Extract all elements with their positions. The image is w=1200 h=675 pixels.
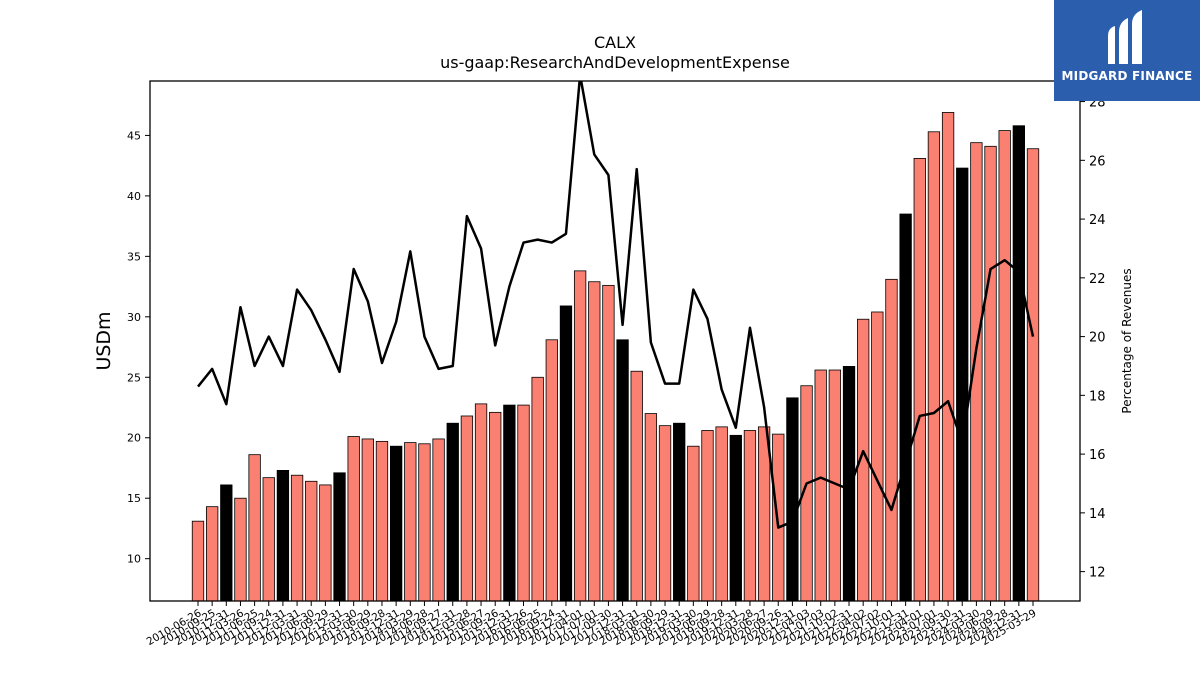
bar-2010-09-25 [205, 506, 219, 602]
bar-2020-06-27 [757, 426, 771, 602]
y-axis-label: USDm [93, 311, 115, 370]
brand-logo: MIDGARD FINANCE [1054, 0, 1200, 101]
y-tick-label: 10 [127, 553, 141, 566]
bar-2013-03-30 [347, 436, 360, 602]
y2-tick-label: 20 [1089, 331, 1106, 346]
bar-2017-04-01 [573, 270, 587, 602]
y2-tick-label: 26 [1089, 154, 1106, 169]
bar-2012-06-30 [305, 480, 318, 602]
bar-2018-03-31 [630, 370, 643, 602]
y-tick-label: 20 [127, 432, 141, 445]
y2-tick-label: 18 [1089, 389, 1106, 404]
bar-2011-12-31 [276, 469, 290, 602]
bar-2016-06-25 [531, 376, 544, 602]
bar-2017-07-01 [588, 281, 601, 602]
y-axis-left: 10 15 20 25 30 35 40 45 [127, 129, 150, 566]
y2-axis-label: Percentage of Revenues [1120, 268, 1134, 413]
bar-2022-07-02 [871, 311, 884, 602]
bar-2014-12-31 [446, 422, 459, 602]
bar-2024-06-29 [984, 145, 997, 602]
bar-2012-09-29 [319, 484, 332, 602]
y-tick-label: 30 [127, 311, 141, 324]
y2-tick-label: 24 [1089, 213, 1106, 228]
bar-2019-09-28 [715, 426, 728, 602]
bar-2010-12-31 [220, 484, 233, 602]
bar-2017-09-30 [602, 284, 615, 602]
y-tick-label: 40 [127, 190, 141, 203]
bar-2015-03-28 [460, 415, 474, 602]
bar-2021-12-31 [842, 365, 856, 602]
bar-2023-12-31 [956, 167, 969, 602]
bar-2023-04-01 [913, 157, 926, 602]
percent-of-revenues-line [197, 81, 1035, 529]
bar-2015-09-26 [489, 411, 502, 602]
chart-subtitle: us-gaap:ResearchAndDevelopmentExpense [440, 53, 790, 72]
y2-tick-label: 16 [1089, 448, 1106, 463]
bar-2019-06-29 [701, 430, 714, 602]
bar-2013-12-31 [389, 445, 403, 602]
brand-name: MIDGARD FINANCE [1061, 69, 1193, 83]
bar-2016-03-26 [517, 404, 530, 602]
bar-2018-12-31 [673, 422, 686, 602]
bar-2023-09-30 [941, 112, 955, 602]
bar-2024-09-28 [998, 130, 1011, 602]
bar-2014-06-28 [418, 443, 431, 602]
bar-2014-03-29 [404, 442, 417, 602]
bar-2019-12-31 [729, 434, 742, 602]
bar-2011-09-24 [262, 477, 275, 602]
bar-2018-09-29 [658, 425, 672, 602]
bar-2011-06-25 [248, 454, 261, 602]
bar-2017-12-31 [616, 339, 629, 602]
bar-2023-07-01 [927, 131, 941, 602]
midgard-logo-icon [1108, 10, 1142, 64]
bar-series [191, 112, 1040, 602]
bar-2020-03-28 [743, 430, 757, 602]
y2-tick-label: 14 [1089, 507, 1106, 522]
y-tick-label: 15 [127, 492, 141, 505]
y2-tick-label: 22 [1089, 272, 1106, 287]
bar-2016-09-24 [545, 339, 558, 602]
bar-2012-03-31 [290, 474, 304, 602]
chart-title: CALX [594, 33, 636, 52]
bar-2011-03-26 [234, 497, 247, 602]
bar-2012-12-31 [333, 472, 346, 602]
bar-2019-03-30 [687, 445, 700, 602]
bar-2016-12-31 [559, 305, 573, 602]
bar-2018-06-30 [644, 413, 658, 602]
bar-2015-12-31 [503, 404, 516, 602]
bar-2010-06-26 [191, 520, 205, 602]
x-axis: 2010-06-262010-09-252010-12-312011-03-26… [145, 601, 1039, 648]
bar-2021-07-03 [814, 369, 827, 602]
bar-2014-09-27 [432, 438, 445, 602]
bar-2020-12-31 [786, 397, 799, 602]
bar-2013-06-29 [361, 438, 374, 602]
bar-2015-06-27 [474, 403, 488, 602]
y2-tick-label: 12 [1089, 566, 1106, 581]
bar-2024-12-31 [1012, 125, 1025, 602]
bar-2025-03-29 [1026, 148, 1040, 602]
bar-2022-10-01 [885, 278, 898, 602]
plot-frame [149, 80, 1081, 602]
y-tick-label: 45 [127, 129, 141, 142]
y-tick-label: 25 [127, 371, 141, 384]
percent-line-series [197, 81, 1035, 529]
bar-2013-09-28 [375, 440, 389, 602]
bar-2022-12-31 [899, 213, 912, 602]
y-tick-label: 35 [127, 250, 141, 263]
